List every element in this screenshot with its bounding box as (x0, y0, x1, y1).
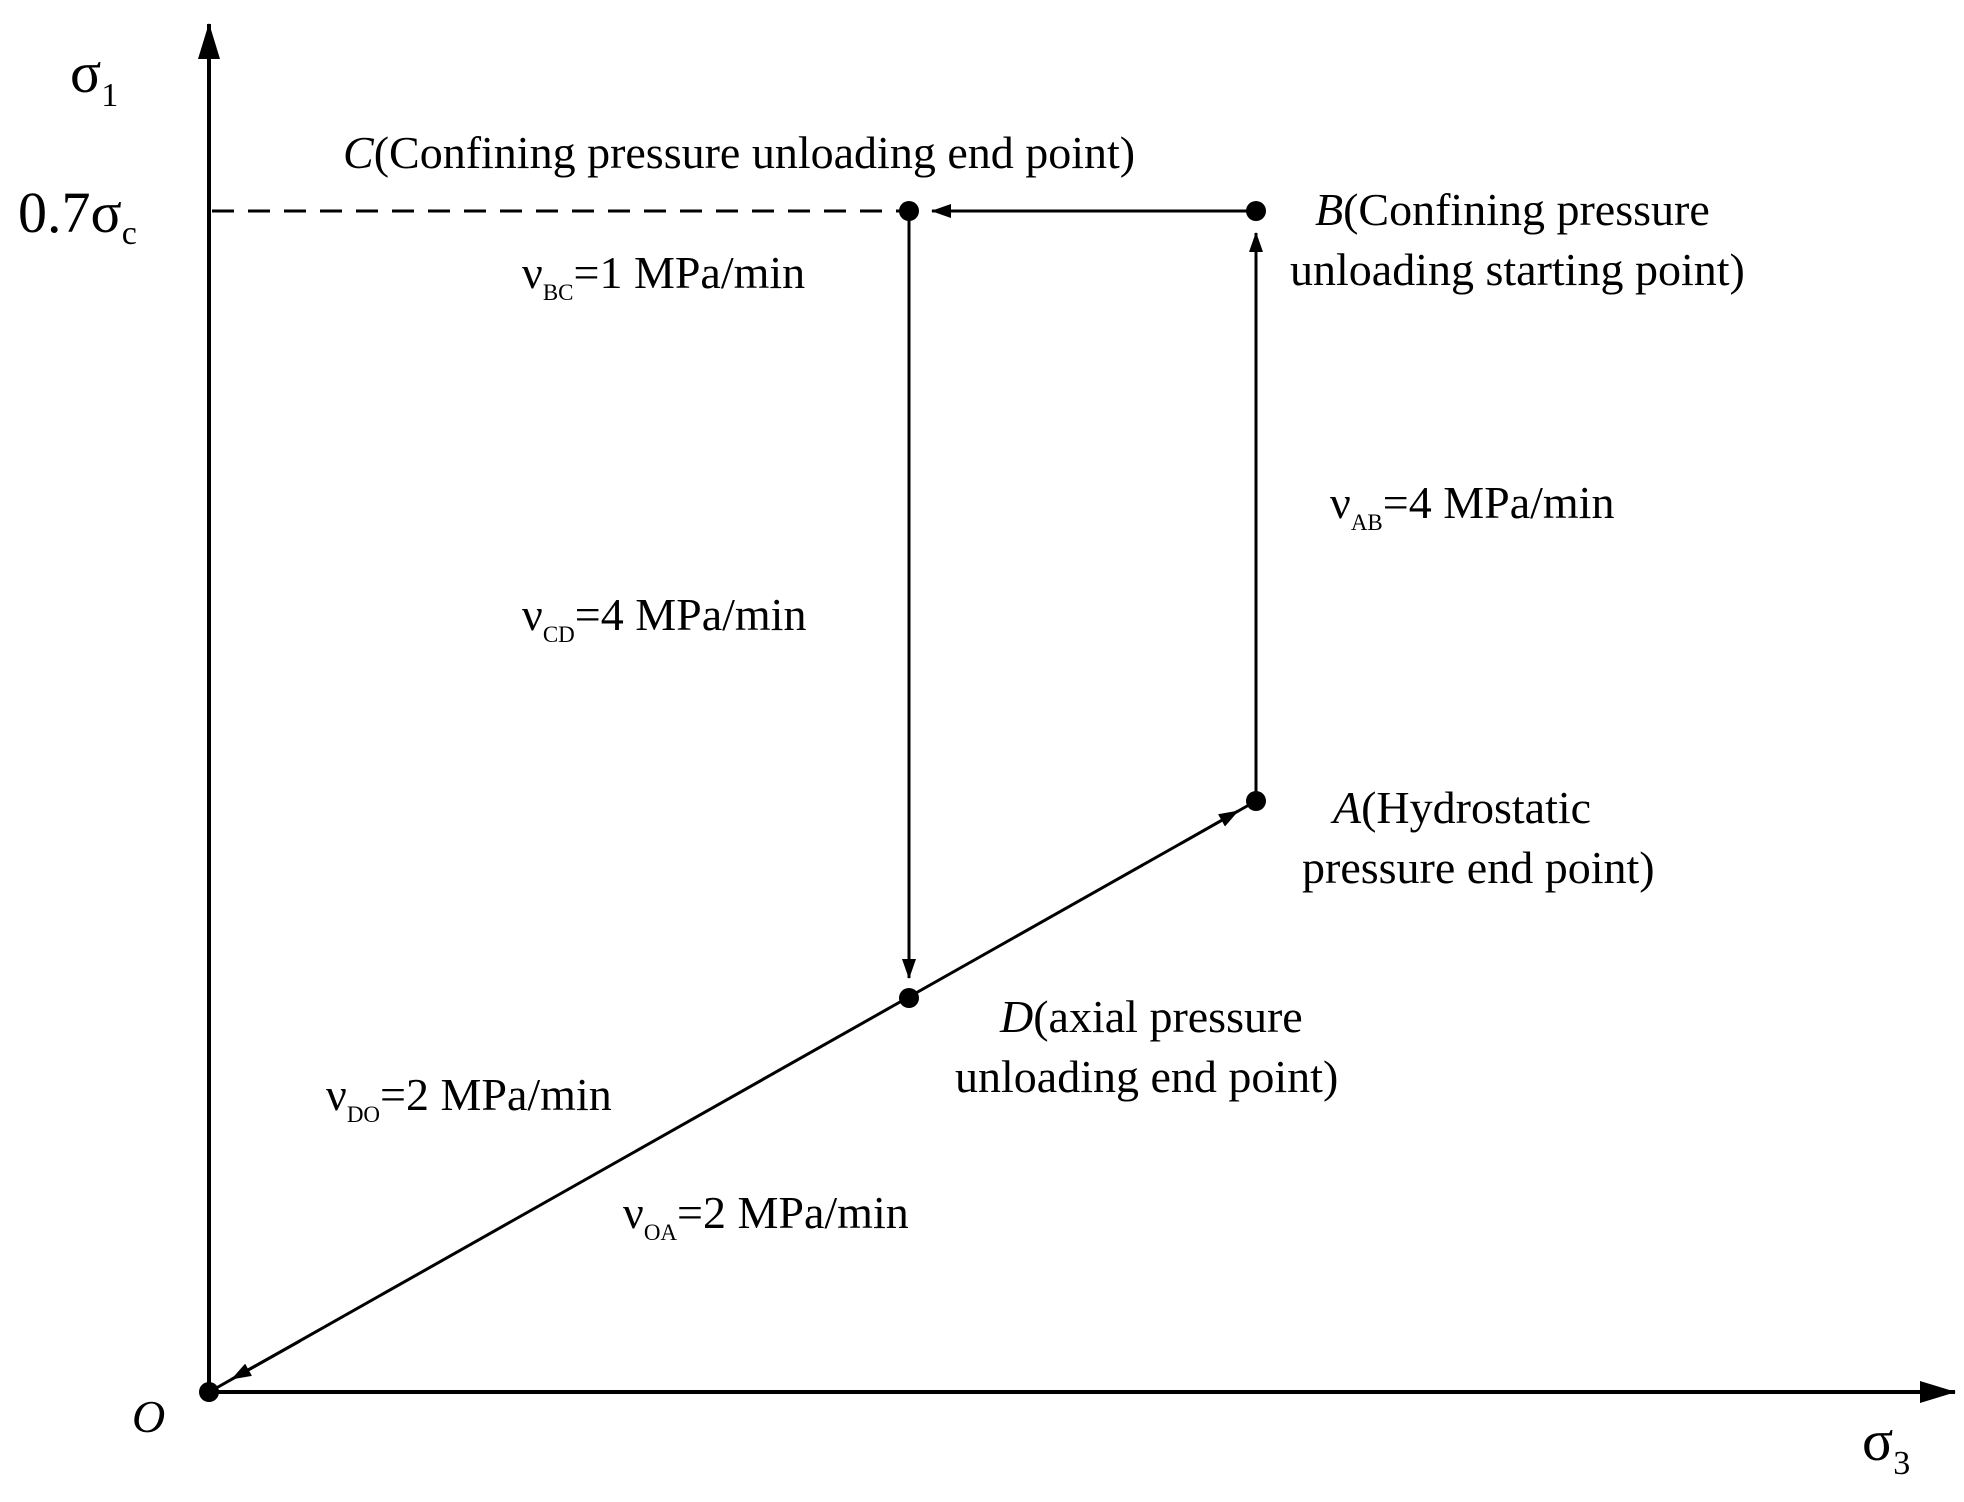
path-OA (210, 799, 1257, 1393)
point-C (899, 201, 919, 221)
rate-OA-label: νOA=2 MPa/min (623, 1187, 909, 1245)
point-A-label-line1: A(Hydrostatic (1330, 782, 1591, 833)
point-A-label-line2: pressure end point) (1302, 842, 1655, 893)
sigma3-axis-label: σ3 (1862, 1408, 1910, 1482)
point-A (1246, 791, 1266, 811)
origin-label: O (132, 1391, 165, 1442)
point-D-label-line1: D(axial pressure (999, 991, 1303, 1042)
sigma1-axis-label: σ1 (70, 40, 118, 114)
point-D (899, 988, 919, 1008)
rate-AB-label: νAB=4 MPa/min (1330, 477, 1614, 535)
point-D-label-line2: unloading end point) (955, 1051, 1338, 1102)
rate-DO-label: νDO=2 MPa/min (326, 1069, 612, 1127)
arrow-toward-A (1179, 809, 1239, 846)
point-B-label-line1: B(Confining pressure (1315, 184, 1710, 235)
sigma-c-tick-label: 0.7σc (18, 180, 137, 252)
point-C-label: C(Confining pressure unloading end point… (343, 127, 1135, 178)
arrow-toward-O (231, 1339, 301, 1381)
rate-BC-label: νBC=1 MPa/min (522, 247, 805, 305)
point-O (199, 1382, 219, 1402)
point-B-label-line2: unloading starting point) (1290, 244, 1745, 295)
point-B (1246, 201, 1266, 221)
rate-CD-label: νCD=4 MPa/min (522, 589, 806, 647)
